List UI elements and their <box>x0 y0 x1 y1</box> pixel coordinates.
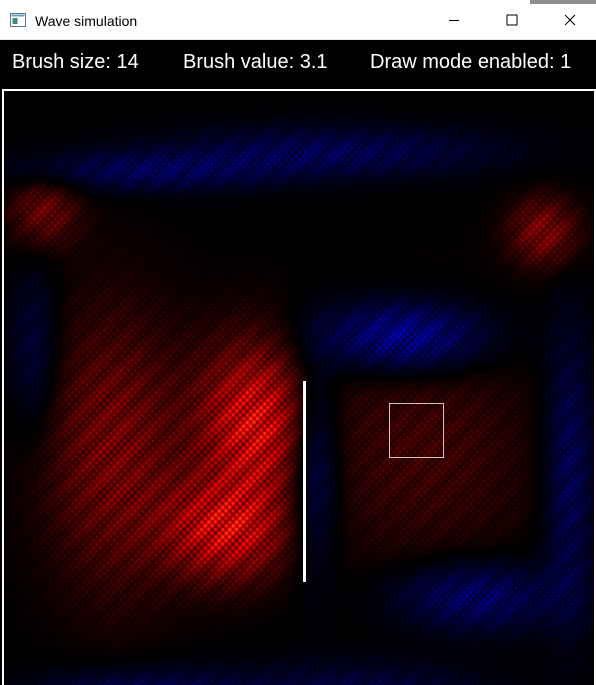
close-button[interactable] <box>547 0 593 40</box>
wave-field-canvas[interactable] <box>4 91 594 685</box>
close-icon <box>564 14 576 26</box>
brush-cursor <box>389 403 444 458</box>
status-bar: Brush size: 14 Brush value: 3.1 Draw mod… <box>0 40 596 88</box>
minimize-button[interactable] <box>431 0 477 40</box>
simulation-viewport[interactable] <box>2 89 596 685</box>
draw-mode-label: Draw mode enabled: 1 <box>370 51 572 73</box>
brush-size-label: Brush size: 14 <box>12 51 139 73</box>
title-bar[interactable]: Wave simulation <box>0 0 596 40</box>
brush-value-label: Brush value: 3.1 <box>183 51 328 73</box>
app-window-icon <box>10 13 26 27</box>
drawn-wall-line <box>303 381 306 582</box>
minimize-icon <box>449 20 459 21</box>
window-title: Wave simulation <box>35 13 138 29</box>
maximize-button[interactable] <box>489 0 535 40</box>
maximize-icon <box>506 14 518 26</box>
background-window-strip <box>530 0 596 4</box>
